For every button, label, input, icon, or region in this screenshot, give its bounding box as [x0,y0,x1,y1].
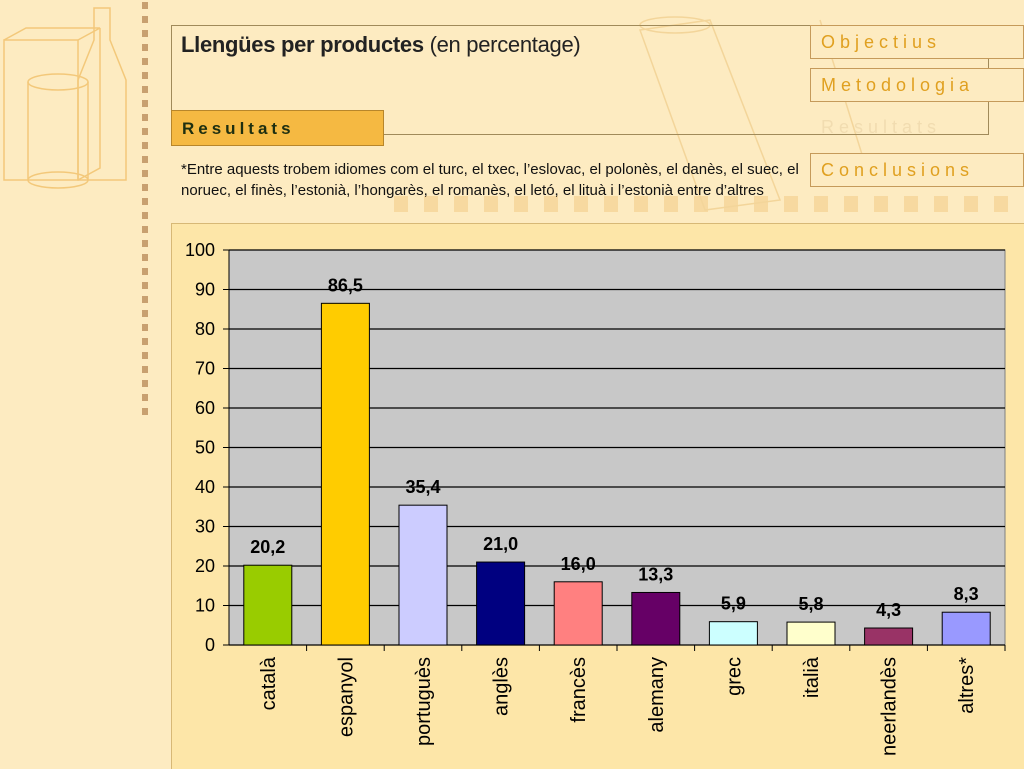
value-label-8: 4,3 [876,600,901,620]
bar-1 [320,302,370,646]
y-axis-ticks: 0 10 20 30 40 50 60 70 80 90 100 [185,240,230,655]
x-tick-label-4: francès [568,657,590,723]
nav-item-resultats[interactable]: Resultats [821,117,942,137]
y-tick-label: 100 [185,240,215,260]
bar-0 [243,564,293,646]
y-tick-label: 50 [195,438,215,458]
value-labels: 20,2 86,5 35,4 21,0 16,0 13,3 5,9 5,8 4,3 8,3 [250,275,978,620]
page-title-bold: Llengües per productes [181,32,424,57]
y-tick-label: 40 [195,477,215,497]
x-tick-label-6: grec [723,657,745,696]
x-tick-label-7: italià [801,656,823,698]
y-tick-label: 90 [195,280,215,300]
bar-3 [476,561,526,646]
value-label-7: 5,8 [798,594,823,614]
x-tick-label-3: anglès [491,657,513,716]
x-tick-label-0: català [258,656,280,710]
bottle-sketch-icon [3,7,127,189]
x-tick-label-2: portuguès [413,657,435,746]
x-tick-label-5: alemany [646,657,668,733]
value-label-9: 8,3 [954,584,979,604]
x-axis-labels: català espanyol portuguès anglès francès alem… [258,645,1006,756]
y-tick-label: 30 [195,517,215,537]
x-tick-label-9: altres* [956,657,978,714]
y-tick-label: 70 [195,359,215,379]
bar-4 [553,581,603,646]
value-label-0: 20,2 [250,537,285,557]
y-tick-label: 60 [195,398,215,418]
page-title: Llengües per productes (en percentage) [181,32,581,58]
y-tick-label: 80 [195,319,215,339]
x-tick-label-1: espanyol [335,657,357,737]
value-label-3: 21,0 [483,534,518,554]
dotted-row-decoration [380,196,1024,212]
nav-item-objectius[interactable]: Objectius [810,25,1024,59]
bar-9 [941,611,991,646]
value-label-6: 5,9 [721,594,746,614]
bar-8 [864,627,914,646]
section-tab-resultats: Resultats [171,110,384,146]
y-tick-label: 20 [195,556,215,576]
bar-2 [398,504,448,646]
bar-7 [786,621,836,646]
bar-6 [708,621,758,646]
value-label-4: 16,0 [561,554,596,574]
value-label-5: 13,3 [638,564,673,584]
page-title-suffix: (en percentage) [423,32,581,57]
dotted-column-decoration [142,0,148,420]
value-label-2: 35,4 [405,477,440,497]
y-tick-label: 10 [195,596,215,616]
bar-5 [631,591,681,646]
y-tick-label: 0 [205,635,215,655]
nav-item-metodologia[interactable]: Metodologia [810,68,1024,102]
x-tick-label-8: neerlandès [879,657,901,756]
footnote-text: *Entre aquests trobem idiomes com el tur… [181,161,799,199]
value-label-1: 86,5 [328,275,363,295]
bars [243,302,991,646]
